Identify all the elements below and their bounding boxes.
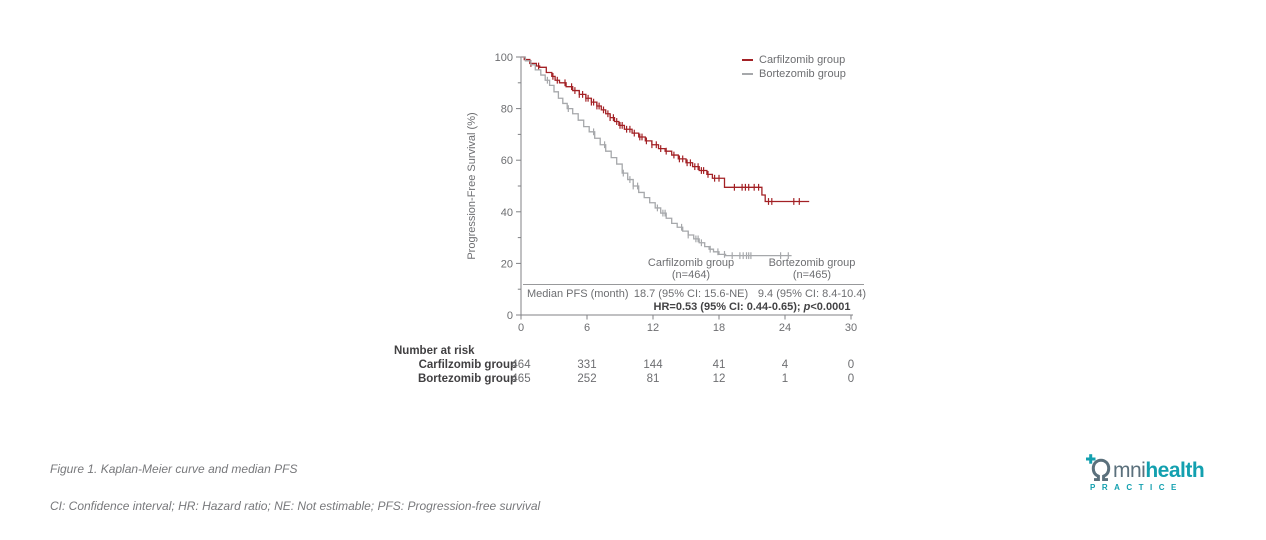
risk-value: 252 — [577, 372, 597, 385]
omnihealth-logo: mnihealth PRACTICE — [1086, 451, 1218, 492]
legend-label: Bortezomib group — [759, 68, 846, 80]
legend-item-carfilzomib: Carfilzomib group — [742, 53, 846, 67]
bortezomib-swatch-icon — [742, 73, 753, 75]
figure-caption: Figure 1. Kaplan-Meier curve and median … — [50, 462, 298, 476]
x-tick-label: 12 — [647, 322, 659, 334]
risk-row-label-carfilzomib: Carfilzomib group — [418, 359, 517, 371]
logo-word-health: health — [1145, 459, 1205, 482]
stats-col1-value: 18.7 (95% CI: 15.6-NE) — [633, 288, 749, 300]
y-tick-label: 40 — [501, 207, 513, 219]
risk-value: 4 — [781, 359, 789, 371]
y-tick-label: 100 — [495, 52, 513, 64]
stats-col1-header: Carfilzomib group (n=464) — [647, 257, 735, 281]
risk-value: 464 — [511, 359, 531, 371]
risk-value: 41 — [712, 359, 726, 371]
y-tick-label: 0 — [507, 310, 513, 322]
abbreviations-footnote: CI: Confidence interval; HR: Hazard rati… — [50, 499, 541, 513]
risk-value: 0 — [847, 372, 855, 385]
risk-value: 331 — [577, 359, 597, 371]
bortezomib-curve — [521, 56, 792, 257]
hazard-ratio-line: HR=0.53 (95% CI: 0.44-0.65); p<0.0001 — [653, 301, 851, 313]
risk-value: 144 — [643, 359, 663, 371]
risk-value: 12 — [712, 372, 726, 385]
km-plot: 0 20 40 60 80 100 0 6 12 18 24 30 — [495, 52, 857, 334]
y-axis-title: Progression-Free Survival (%) — [466, 112, 478, 260]
y-tick-label: 60 — [501, 155, 513, 167]
stats-col2-value: 9.4 (95% CI: 8.4-10.4) — [757, 288, 867, 300]
logo-subtitle: PRACTICE — [1090, 483, 1183, 492]
x-tick-label: 24 — [779, 322, 791, 334]
x-tick-label: 18 — [713, 322, 725, 334]
legend-label: Carfilzomib group — [759, 54, 846, 66]
stats-row-label: Median PFS (month) — [527, 288, 629, 300]
carfilzomib-swatch-icon — [742, 59, 753, 61]
risk-value: 465 — [511, 372, 531, 385]
y-tick-label: 80 — [501, 104, 513, 116]
stats-divider — [523, 284, 864, 285]
x-tick-label: 6 — [584, 322, 590, 334]
logo-word-mni: mni — [1113, 459, 1146, 482]
legend-item-bortezomib: Bortezomib group — [742, 67, 846, 81]
x-tick-label: 30 — [845, 322, 857, 334]
risk-value: 1 — [781, 372, 789, 385]
risk-value: 81 — [646, 372, 660, 385]
risk-value: 0 — [847, 359, 855, 371]
omnihealth-omega-icon — [1086, 454, 1111, 481]
legend: Carfilzomib group Bortezomib group — [742, 53, 846, 81]
y-tick-label: 20 — [501, 258, 513, 270]
stats-col2-header: Bortezomib group (n=465) — [768, 257, 856, 281]
x-tick-label: 0 — [518, 322, 524, 334]
risk-row-label-bortezomib: Bortezomib group — [417, 372, 517, 385]
risk-table-title: Number at risk — [394, 345, 475, 357]
